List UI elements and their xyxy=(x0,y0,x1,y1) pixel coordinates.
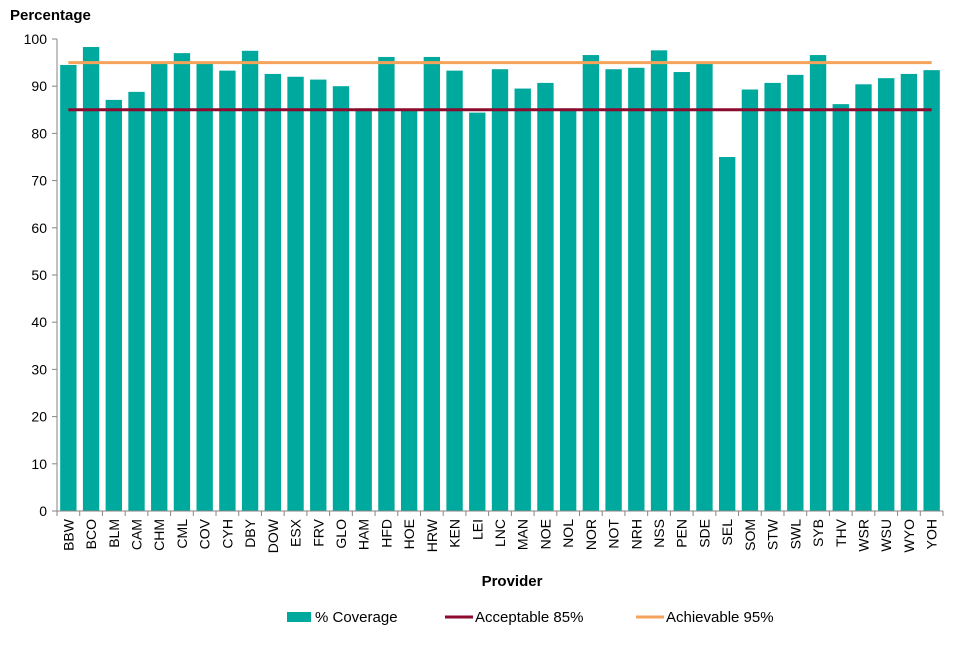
bar-nor xyxy=(582,55,600,512)
legend-swatch-coverage xyxy=(287,612,311,622)
bar-pen xyxy=(673,72,690,511)
y-axis-title: Percentage xyxy=(10,7,91,24)
x-tick-label: FRV xyxy=(310,518,326,546)
bar-wsr xyxy=(855,84,872,511)
bar-hfd xyxy=(378,56,395,511)
bar-nol xyxy=(559,108,577,511)
x-tick-label: CYH xyxy=(219,519,235,549)
y-tick-label: 40 xyxy=(31,314,47,330)
bar-swl xyxy=(787,74,804,512)
x-tick-label: DBY xyxy=(242,518,258,547)
x-tick-label: NSS xyxy=(651,519,667,548)
legend-label-85: Acceptable 85% xyxy=(475,609,583,626)
bar-hoe xyxy=(400,109,418,512)
bar-dow xyxy=(264,73,281,512)
bar-glo xyxy=(332,86,350,511)
x-tick-label: CHM xyxy=(151,519,167,551)
x-tick-label: STW xyxy=(765,518,781,550)
bar-yoh xyxy=(923,70,940,512)
bar-lnc xyxy=(491,69,509,512)
bar-esx xyxy=(287,76,304,511)
bar-som xyxy=(741,89,759,511)
x-tick-label: HOE xyxy=(401,519,417,549)
bar-bco xyxy=(82,47,100,512)
bar-sel xyxy=(719,157,736,511)
x-tick-label: SDE xyxy=(696,519,712,548)
x-tick-label: PEN xyxy=(674,519,690,548)
x-tick-label: WYO xyxy=(901,519,917,553)
x-tick-label: HFD xyxy=(378,519,394,548)
bar-bbw xyxy=(60,64,77,512)
legend-label-95: Achievable 95% xyxy=(666,609,774,626)
x-tick-label: BBW xyxy=(60,518,76,551)
x-tick-label: KEN xyxy=(447,519,463,548)
bar-sde xyxy=(696,62,713,511)
x-tick-label: GLO xyxy=(333,519,349,549)
y-tick-label: 10 xyxy=(31,456,47,472)
x-tick-label: LNC xyxy=(492,519,508,547)
x-tick-label: SOM xyxy=(742,519,758,551)
x-tick-label: LEI xyxy=(469,519,485,540)
y-tick-label: 100 xyxy=(24,31,48,47)
x-tick-label: THV xyxy=(833,518,849,547)
x-tick-label: ESX xyxy=(288,518,304,547)
legend-label-coverage: % Coverage xyxy=(315,609,398,626)
bar-chm xyxy=(151,63,168,511)
bar-ken xyxy=(446,70,463,512)
x-tick-label: SWL xyxy=(787,519,803,550)
bar-lei xyxy=(469,112,486,511)
bar-hrw xyxy=(423,56,441,511)
bar-nss xyxy=(650,50,668,511)
x-tick-label: NRH xyxy=(628,519,644,549)
bar-frv xyxy=(310,79,327,511)
bar-wyo xyxy=(900,73,918,512)
x-axis-title: Provider xyxy=(482,573,543,590)
y-tick-label: 70 xyxy=(31,173,47,189)
bar-cov xyxy=(196,63,213,511)
bar-thv xyxy=(832,104,849,511)
bar-cyh xyxy=(219,70,236,512)
x-tick-label: SEL xyxy=(719,519,735,546)
x-tick-label: HAM xyxy=(356,519,372,550)
x-tick-label: NOE xyxy=(537,519,553,549)
x-tick-label: BCO xyxy=(83,519,99,549)
y-tick-label: 20 xyxy=(31,409,47,425)
bar-ham xyxy=(355,108,372,511)
x-tick-label: NOR xyxy=(583,519,599,550)
x-tick-label: BLM xyxy=(106,519,122,548)
bar-nrh xyxy=(628,67,645,511)
x-tick-label: SYB xyxy=(810,519,826,547)
y-tick-label: 90 xyxy=(31,78,47,94)
bar-syb xyxy=(809,55,827,512)
x-tick-label: CAM xyxy=(129,519,145,550)
bar-stw xyxy=(764,82,781,512)
bar-blm xyxy=(105,99,122,511)
x-tick-label: MAN xyxy=(515,519,531,550)
x-tick-label: NOT xyxy=(606,519,622,549)
x-tick-label: NOL xyxy=(560,519,576,548)
x-tick-label: HRW xyxy=(424,518,440,552)
y-tick-label: 80 xyxy=(31,125,47,141)
bar-wsu xyxy=(878,78,895,512)
bar-noe xyxy=(537,82,554,512)
bar-dby xyxy=(241,50,259,512)
bar-cml xyxy=(173,53,191,511)
x-tick-label: WSU xyxy=(878,519,894,552)
x-tick-label: YOH xyxy=(924,519,940,549)
x-tick-label: DOW xyxy=(265,518,281,553)
x-tick-label: COV xyxy=(197,518,213,549)
x-tick-label: WSR xyxy=(855,519,871,552)
x-tick-label: CML xyxy=(174,519,190,549)
bar-man xyxy=(514,88,531,511)
bar-not xyxy=(605,69,622,512)
y-tick-label: 30 xyxy=(31,361,47,377)
y-tick-label: 50 xyxy=(31,267,47,283)
bar-cam xyxy=(128,91,145,512)
y-tick-label: 60 xyxy=(31,220,47,236)
y-tick-label: 0 xyxy=(39,503,47,519)
